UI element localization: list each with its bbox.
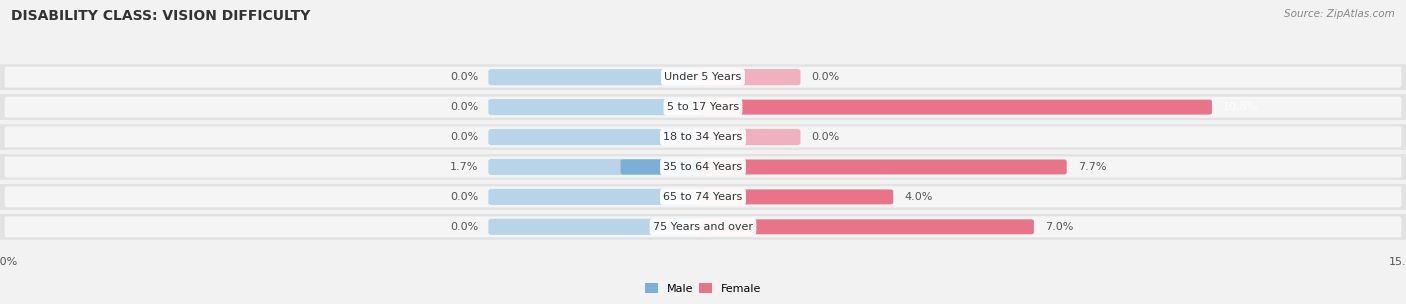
Text: 0.0%: 0.0%: [450, 132, 478, 142]
Text: 4.0%: 4.0%: [904, 192, 934, 202]
Text: Source: ZipAtlas.com: Source: ZipAtlas.com: [1284, 9, 1395, 19]
Text: 0.0%: 0.0%: [450, 102, 478, 112]
FancyBboxPatch shape: [700, 219, 1033, 234]
FancyBboxPatch shape: [699, 129, 800, 145]
FancyBboxPatch shape: [488, 129, 707, 145]
FancyBboxPatch shape: [700, 160, 1067, 174]
Text: 0.0%: 0.0%: [450, 222, 478, 232]
FancyBboxPatch shape: [488, 99, 707, 115]
Text: 5 to 17 Years: 5 to 17 Years: [666, 102, 740, 112]
Text: 35 to 64 Years: 35 to 64 Years: [664, 162, 742, 172]
FancyBboxPatch shape: [0, 184, 1406, 210]
FancyBboxPatch shape: [488, 219, 707, 235]
FancyBboxPatch shape: [699, 69, 800, 85]
Text: 7.0%: 7.0%: [1045, 222, 1074, 232]
Text: DISABILITY CLASS: VISION DIFFICULTY: DISABILITY CLASS: VISION DIFFICULTY: [11, 9, 311, 23]
Text: 0.0%: 0.0%: [450, 72, 478, 82]
FancyBboxPatch shape: [4, 186, 1402, 207]
Legend: Male, Female: Male, Female: [640, 278, 766, 298]
FancyBboxPatch shape: [0, 64, 1406, 90]
Text: 75 Years and over: 75 Years and over: [652, 222, 754, 232]
FancyBboxPatch shape: [0, 124, 1406, 150]
Text: 18 to 34 Years: 18 to 34 Years: [664, 132, 742, 142]
FancyBboxPatch shape: [488, 189, 707, 205]
FancyBboxPatch shape: [0, 214, 1406, 240]
FancyBboxPatch shape: [700, 189, 893, 204]
FancyBboxPatch shape: [488, 69, 707, 85]
FancyBboxPatch shape: [4, 157, 1402, 178]
FancyBboxPatch shape: [488, 159, 707, 175]
Text: 0.0%: 0.0%: [811, 132, 839, 142]
FancyBboxPatch shape: [4, 97, 1402, 118]
FancyBboxPatch shape: [4, 67, 1402, 88]
FancyBboxPatch shape: [700, 100, 1212, 115]
Text: 0.0%: 0.0%: [450, 192, 478, 202]
Text: Under 5 Years: Under 5 Years: [665, 72, 741, 82]
Text: 10.8%: 10.8%: [1223, 102, 1258, 112]
FancyBboxPatch shape: [0, 154, 1406, 180]
Text: 7.7%: 7.7%: [1078, 162, 1107, 172]
FancyBboxPatch shape: [4, 216, 1402, 237]
Text: 0.0%: 0.0%: [811, 72, 839, 82]
Text: 65 to 74 Years: 65 to 74 Years: [664, 192, 742, 202]
Text: 1.7%: 1.7%: [450, 162, 478, 172]
FancyBboxPatch shape: [620, 160, 706, 174]
FancyBboxPatch shape: [4, 126, 1402, 147]
FancyBboxPatch shape: [0, 94, 1406, 120]
